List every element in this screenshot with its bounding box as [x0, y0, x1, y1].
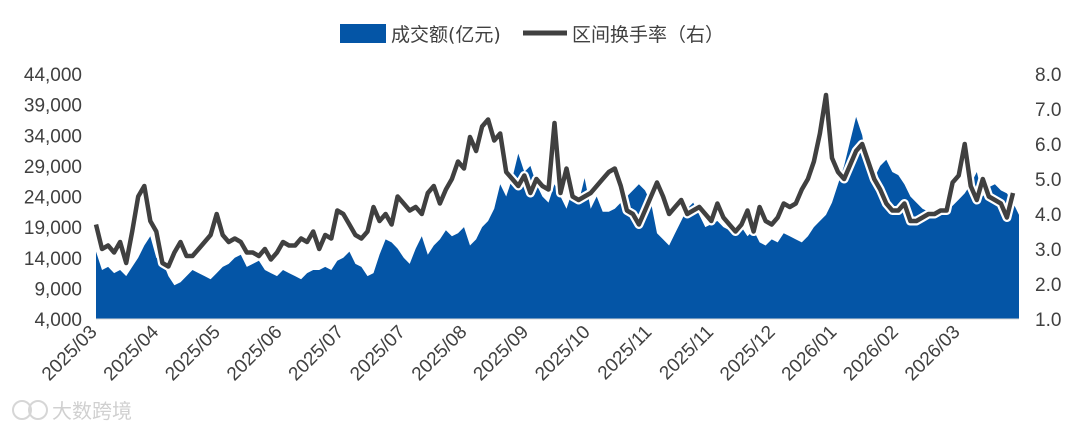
y-right-tick-label: 3.0 [1035, 240, 1061, 261]
y-left-tick-label: 34,000 [24, 126, 82, 147]
watermark-logo-icon-2 [28, 400, 48, 420]
y-axis-left: 4,000 9,000 14,000 19,000 24,000 29,000 34,000… [24, 65, 82, 331]
y-right-tick-label: 2.0 [1035, 275, 1061, 296]
watermark-text: 大数跨境 [52, 399, 132, 423]
x-tick-label: 2025/11 [594, 322, 656, 384]
x-tick-label: 2025/07 [346, 322, 409, 385]
x-tick-label: 2025/08 [408, 322, 471, 385]
legend-label-area: 成交额(亿元) [391, 24, 501, 46]
watermark-logo-icon [12, 400, 32, 420]
x-tick-label: 2025/05 [161, 322, 224, 385]
x-tick-label: 2025/11 [656, 322, 718, 384]
y-right-tick-label: 4.0 [1035, 205, 1061, 226]
plot-area [91, 90, 1019, 320]
x-tick-label: 2026/03 [901, 322, 964, 385]
x-tick-label: 2025/03 [38, 322, 101, 385]
x-tick-label: 2025/12 [716, 322, 779, 385]
x-tick-label: 2026/01 [778, 322, 841, 385]
y-right-tick-label: 8.0 [1035, 65, 1061, 86]
x-tick-label: 2025/07 [285, 322, 348, 385]
y-left-tick-label: 39,000 [24, 96, 82, 117]
y-left-tick-label: 19,000 [24, 218, 82, 239]
x-tick-label: 2025/09 [470, 322, 533, 385]
y-left-tick-label: 14,000 [24, 249, 82, 270]
legend-label-line: 区间换手率（右） [572, 24, 724, 46]
x-tick-label: 2025/10 [531, 322, 594, 385]
y-right-tick-label: 7.0 [1035, 100, 1061, 121]
y-right-tick-label: 1.0 [1035, 310, 1061, 331]
series-line-turnover-rate [93, 92, 1016, 269]
x-axis: 2025/032025/042025/052025/062025/072025/… [38, 318, 1019, 385]
legend-swatch-area [340, 24, 386, 43]
legend: 成交额(亿元) 区间换手率（右） [340, 24, 724, 46]
watermark: 大数跨境 [12, 399, 132, 423]
y-left-tick-label: 9,000 [34, 279, 82, 300]
y-left-tick-label: 29,000 [24, 157, 82, 178]
y-left-tick-label: 44,000 [24, 65, 82, 86]
y-axis-right: 1.0 2.0 3.0 4.0 5.0 6.0 7.0 8.0 [1035, 65, 1061, 331]
y-right-tick-label: 6.0 [1035, 135, 1061, 156]
y-right-tick-label: 5.0 [1035, 170, 1061, 191]
x-tick-label: 2025/04 [100, 321, 164, 385]
x-tick-label: 2026/02 [839, 322, 902, 385]
x-tick-label: 2025/06 [223, 322, 286, 385]
y-left-tick-label: 24,000 [24, 188, 82, 209]
series-area-turnover-value [96, 116, 1019, 320]
y-left-tick-label: 4,000 [34, 310, 82, 331]
